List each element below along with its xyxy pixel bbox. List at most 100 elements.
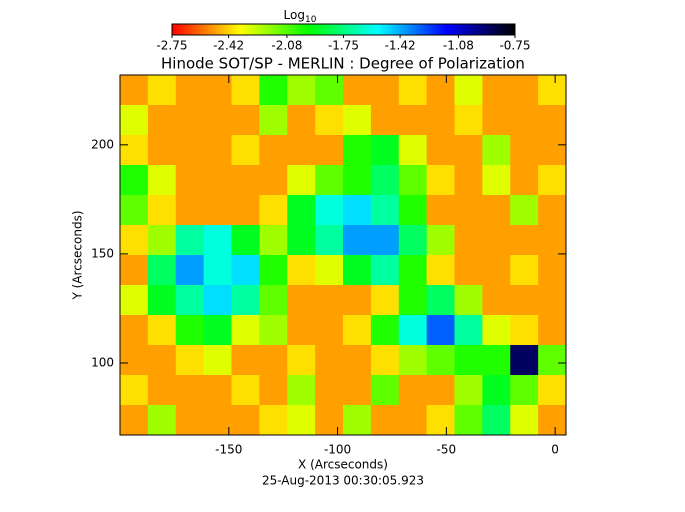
heatmap-cell: [147, 315, 177, 346]
heatmap-cell: [203, 315, 232, 346]
heatmap-cell: [343, 285, 372, 316]
heatmap-cell: [454, 375, 483, 406]
heatmap-cell: [538, 105, 567, 136]
heatmap-cell: [120, 195, 149, 226]
heatmap-cell: [231, 315, 260, 346]
heatmap-cell: [287, 345, 316, 376]
heatmap-cell: [175, 75, 205, 106]
heatmap-cell: [259, 345, 288, 376]
x-tick-label: -150: [215, 443, 242, 457]
heatmap-cell: [482, 225, 511, 256]
heatmap-cell: [147, 75, 177, 106]
heatmap-cell: [287, 105, 316, 136]
x-axis-label: X (Arcseconds): [298, 458, 388, 472]
colorbar-tick-label: -2.42: [213, 39, 244, 53]
heatmap-cell: [203, 345, 232, 376]
heatmap-cell: [231, 255, 260, 286]
heatmap-cell: [482, 75, 511, 106]
colorbar-tick-label: -0.75: [499, 39, 530, 53]
heatmap-cell: [398, 225, 428, 256]
heatmap-cell: [287, 405, 316, 436]
heatmap-cell: [120, 165, 149, 196]
heatmap-cell: [370, 105, 400, 136]
heatmap-cell: [315, 225, 344, 256]
heatmap-cell: [147, 225, 177, 256]
heatmap-cell: [315, 165, 344, 196]
heatmap-cell: [120, 105, 149, 136]
heatmap-cell: [398, 75, 428, 106]
heatmap-cell: [482, 375, 511, 406]
heatmap-cell: [175, 375, 205, 406]
heatmap-cell: [482, 315, 511, 346]
heatmap-cell: [287, 75, 316, 106]
colorbar-tick-label: -2.75: [156, 39, 187, 53]
heatmap-cell: [231, 405, 260, 436]
heatmap-cell: [538, 195, 567, 226]
heatmap-cell: [510, 345, 539, 376]
heatmap-cell: [315, 135, 344, 166]
heatmap-cell: [203, 195, 232, 226]
heatmap-cell: [482, 135, 511, 166]
heatmap-cell: [203, 135, 232, 166]
heatmap-cell: [315, 105, 344, 136]
heatmap-cell: [120, 285, 149, 316]
heatmap-cell: [231, 285, 260, 316]
heatmap-cell: [315, 405, 344, 436]
heatmap-cell: [343, 375, 372, 406]
heatmap-cell: [538, 315, 567, 346]
heatmap-cell: [426, 255, 455, 286]
heatmap-cell: [259, 225, 288, 256]
heatmap-cell: [259, 375, 288, 406]
heatmap-cell: [343, 165, 372, 196]
heatmap-cell: [259, 315, 288, 346]
heatmap-cell: [482, 405, 511, 436]
heatmap-cell: [343, 345, 372, 376]
heatmap-cell: [370, 225, 400, 256]
heatmap-cell: [454, 405, 483, 436]
heatmap-cell: [231, 225, 260, 256]
heatmap-cell: [370, 75, 400, 106]
heatmap-cell: [510, 285, 539, 316]
heatmap-cell: [175, 195, 205, 226]
heatmap-cell: [482, 255, 511, 286]
y-axis-label: Y (Arcseconds): [71, 210, 85, 300]
heatmap-cell: [175, 405, 205, 436]
heatmap-cell: [370, 165, 400, 196]
heatmap-cell: [259, 135, 288, 166]
heatmap-cell: [370, 345, 400, 376]
heatmap-cell: [398, 255, 428, 286]
heatmap-cell: [510, 405, 539, 436]
heatmap-cell: [482, 195, 511, 226]
heatmap-cell: [315, 255, 344, 286]
heatmap-cell: [259, 255, 288, 286]
heatmap-cell: [482, 285, 511, 316]
heatmap-cell: [175, 345, 205, 376]
heatmap-cell: [120, 75, 149, 106]
heatmap-cell: [454, 165, 483, 196]
heatmap-cell: [454, 345, 483, 376]
heatmap-cell: [454, 135, 483, 166]
heatmap-cell: [259, 195, 288, 226]
heatmap-cell: [426, 375, 455, 406]
colorbar: [171, 23, 516, 36]
heatmap-cell: [454, 225, 483, 256]
heatmap-cell: [175, 105, 205, 136]
heatmap-cell: [120, 345, 149, 376]
heatmap-cell: [315, 345, 344, 376]
heatmap-cell: [538, 225, 567, 256]
heatmap-cell: [370, 405, 400, 436]
heatmap-cell: [203, 375, 232, 406]
heatmap-cell: [175, 165, 205, 196]
heatmap-cell: [538, 75, 567, 106]
heatmap-cell: [147, 345, 177, 376]
heatmap-cell: [120, 315, 149, 346]
heatmap-cell: [175, 255, 205, 286]
heatmap-cell: [398, 375, 428, 406]
heatmap-cell: [315, 285, 344, 316]
heatmap-cell: [454, 195, 483, 226]
heatmap-cell: [147, 165, 177, 196]
heatmap-cell: [343, 135, 372, 166]
colorbar-label: Log10: [284, 8, 317, 25]
heatmap-cell: [454, 315, 483, 346]
